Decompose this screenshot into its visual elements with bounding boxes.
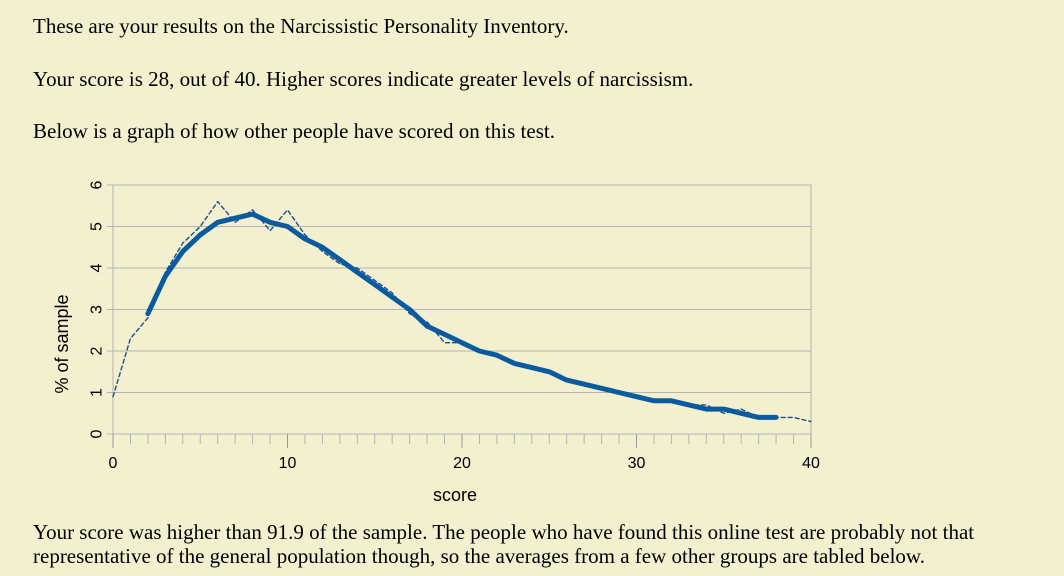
x-tick-label-30: 30: [628, 455, 646, 472]
score-distribution-chart: 0 1 2 3 4 5 6 0 10 20 30 40 score % of sample: [52, 180, 821, 505]
raw-series-line: [112, 200, 812, 423]
graph-intro-text: Below is a graph of how other people hav…: [33, 119, 555, 143]
comparison-text: Your score was higher than 91.9 of the s…: [33, 520, 975, 568]
x-tick-label-10: 10: [279, 455, 297, 472]
x-tick-label-0: 0: [109, 455, 118, 472]
intro-text: These are your results on the Narcissist…: [33, 14, 569, 38]
y-tick-label-0: 0: [89, 429, 106, 438]
y-tick-label-3: 3: [89, 305, 106, 314]
chart-series: [112, 200, 812, 423]
chart-grid: [107, 184, 812, 435]
y-tick-label-4: 4: [89, 263, 106, 272]
y-tick-label-5: 5: [89, 222, 106, 231]
y-axis-title: % of sample: [52, 294, 72, 393]
y-tick-label-1: 1: [89, 388, 106, 397]
y-tick-label-6: 6: [89, 180, 106, 189]
chart-axes: 0 1 2 3 4 5 6 0 10 20 30 40: [89, 180, 821, 472]
x-tick-label-40: 40: [802, 455, 820, 472]
x-axis-title: score: [433, 485, 477, 505]
x-tick-label-20: 20: [453, 455, 471, 472]
score-text: Your score is 28, out of 40. Higher scor…: [33, 67, 694, 91]
y-tick-label-2: 2: [89, 346, 106, 355]
smoothed-series-line: [145, 211, 779, 420]
